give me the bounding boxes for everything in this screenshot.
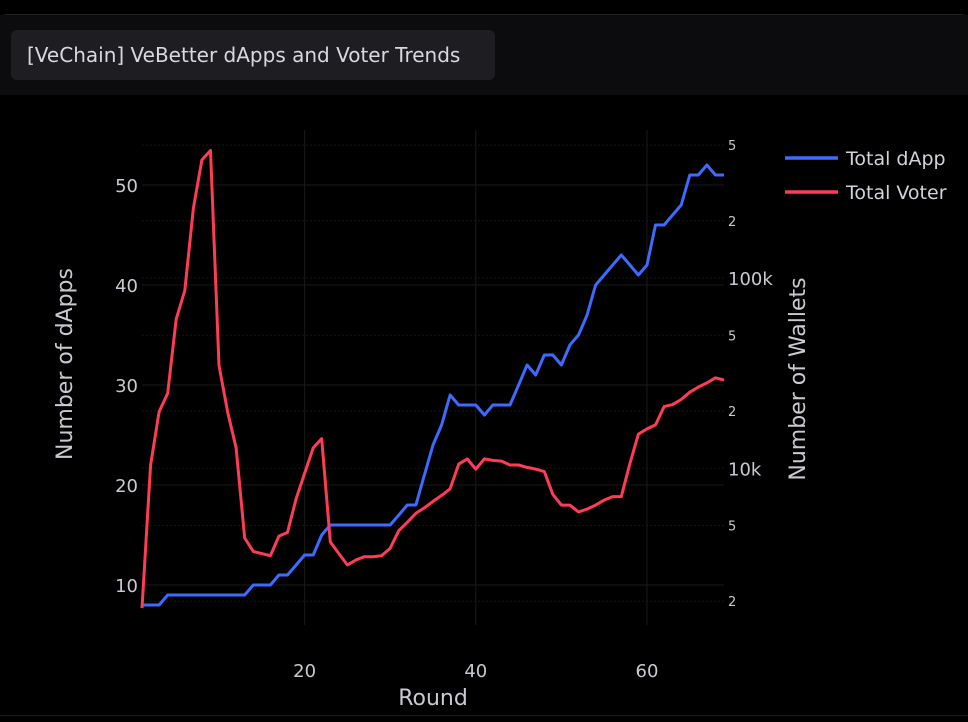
- x-tick-label: 40: [464, 661, 487, 682]
- legend: Total dApp Total Voter: [785, 148, 947, 204]
- series-line-total-voter[interactable]: [140, 149, 725, 609]
- y2-tick-label: 10k: [728, 459, 762, 480]
- series-line-total-dapp[interactable]: [142, 163, 724, 607]
- y-axis-title: Number of dApps: [53, 268, 78, 460]
- y-tick-label: 40: [115, 276, 138, 297]
- x-axis-title: Round: [398, 686, 468, 711]
- x-tick-label: 20: [293, 661, 316, 682]
- y2-tick-label: 2: [728, 405, 736, 420]
- y2-tick-label: 2: [728, 215, 736, 230]
- legend-label[interactable]: Total Voter: [845, 182, 947, 204]
- legend-label[interactable]: Total dApp: [845, 148, 946, 170]
- y2-tick-label: 5: [728, 139, 736, 154]
- divider: [0, 715, 968, 716]
- chart-title: [VeChain] VeBetter dApps and Voter Trend…: [11, 30, 495, 80]
- x-tick-label: 60: [636, 661, 659, 682]
- y-tick-label: 20: [115, 476, 138, 497]
- chart-card: [0, 14, 968, 715]
- y-tick-label: 10: [115, 576, 138, 597]
- y2-tick-label: 100k: [728, 269, 773, 290]
- y2-tick-label: 5: [728, 520, 736, 535]
- y-tick-label: 50: [115, 176, 138, 197]
- y2-tick-label: 5: [728, 329, 736, 344]
- y-tick-label: 30: [115, 376, 138, 397]
- y2-axis-title: Number of Wallets: [786, 277, 811, 480]
- y2-tick-label: 2: [728, 595, 736, 610]
